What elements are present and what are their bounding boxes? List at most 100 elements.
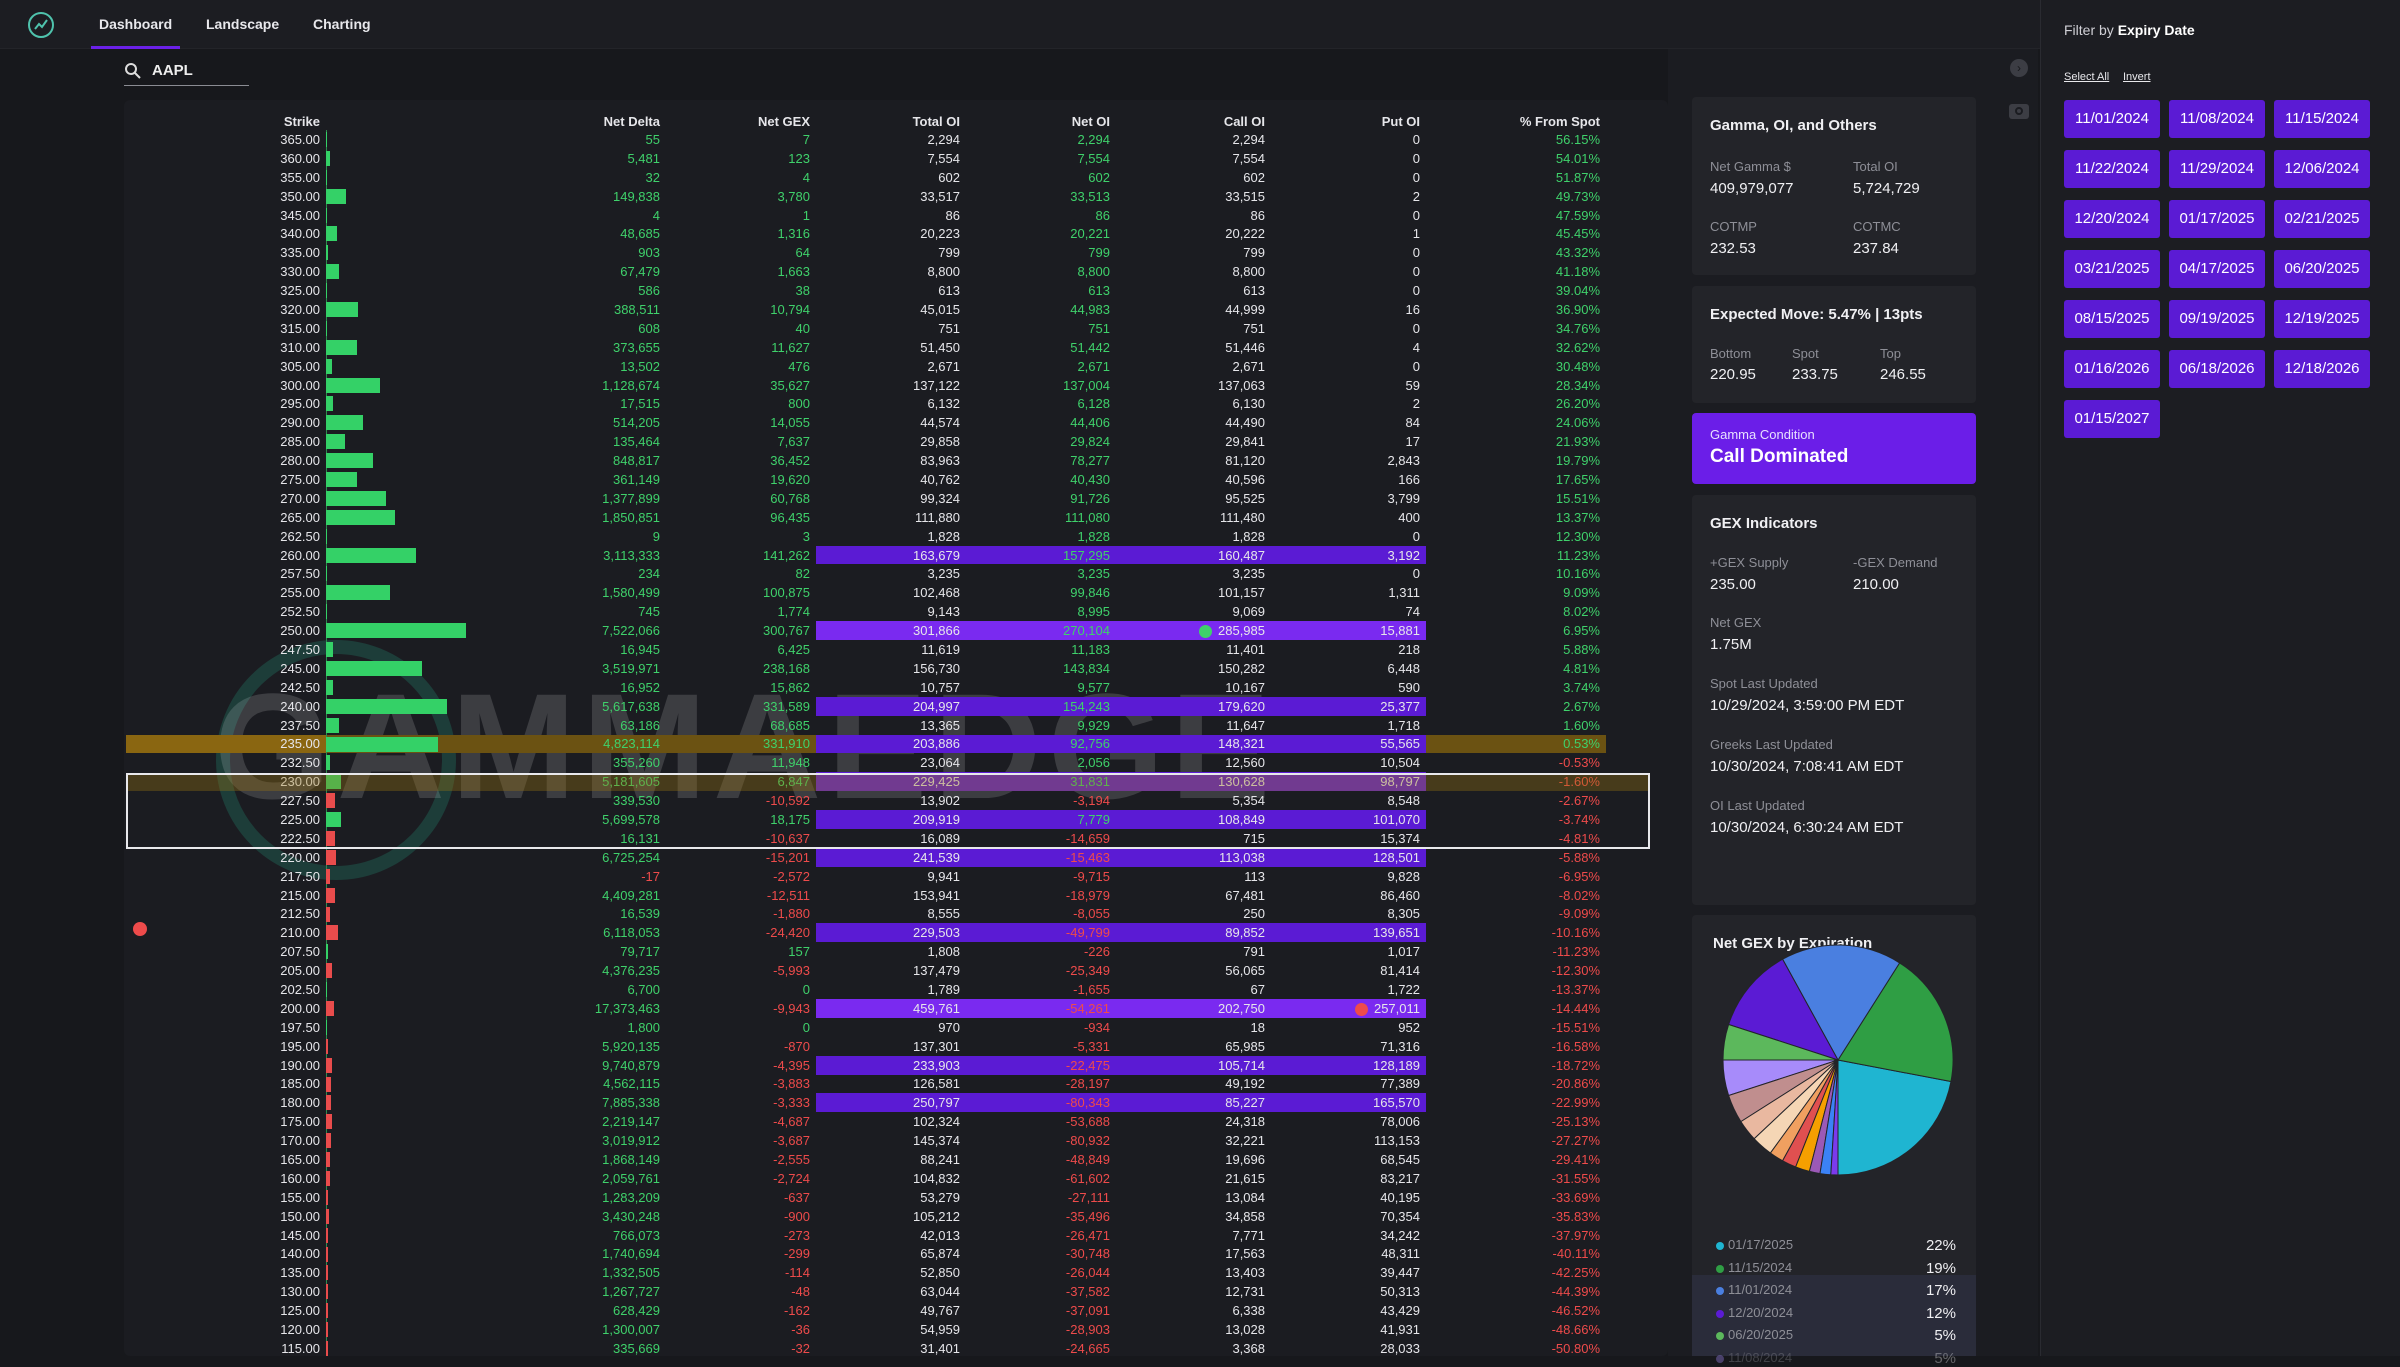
table-row[interactable]: 140.00 1,740,694 -299 65,874 -30,748 17,563 48…: [126, 1244, 1606, 1264]
col-call-oi[interactable]: Call OI: [1223, 113, 1265, 129]
col-pct-from-spot[interactable]: % From Spot: [1519, 113, 1600, 129]
ticker-search[interactable]: AAPL: [124, 58, 249, 86]
pie-slice[interactable]: [1837, 1059, 1952, 1176]
table-row[interactable]: 180.00 7,885,338 -3,333 250,797 -80,343 85,22…: [126, 1093, 1606, 1113]
table-row[interactable]: 285.00 135,464 7,637 29,858 29,824 29,841 17 21…: [126, 432, 1606, 452]
table-row[interactable]: 242.50 16,952 15,862 10,757 9,577 10,167 590 3.…: [126, 677, 1606, 697]
expiry-date-button[interactable]: 09/19/2025: [2169, 300, 2265, 338]
table-row[interactable]: 155.00 1,283,209 -637 53,279 -27,111 13,084 40…: [126, 1187, 1606, 1207]
expiry-date-button[interactable]: 11/15/2024: [2274, 100, 2370, 138]
app-logo-icon[interactable]: [28, 12, 54, 38]
select-all-link[interactable]: Select All: [2064, 71, 2110, 83]
table-row[interactable]: 232.50 355,260 11,948 23,064 2,056 12,560 10,5…: [126, 753, 1606, 773]
table-row[interactable]: 115.00 335,669 -32 31,401 -24,665 3,368 28,033…: [126, 1339, 1606, 1356]
table-row[interactable]: 257.50 234 82 3,235 3,235 3,235 0 10.16%: [126, 564, 1606, 584]
col-strike[interactable]: Strike: [283, 113, 320, 129]
col-put-oi[interactable]: Put OI: [1381, 113, 1420, 129]
table-row[interactable]: 227.50 339,530 -10,592 13,902 -3,194 5,354 8,5…: [126, 791, 1606, 810]
table-row[interactable]: 245.00 3,519,971 238,168 156,730 143,834 150,…: [126, 658, 1606, 678]
table-row[interactable]: 175.00 2,219,147 -4,687 102,324 -53,688 24,31…: [126, 1112, 1606, 1132]
table-row[interactable]: 210.00 6,118,053 -24,420 229,503 -49,799 89,8…: [126, 923, 1606, 943]
table-row[interactable]: 215.00 4,409,281 -12,511 153,941 -18,979 67,4…: [126, 885, 1606, 905]
table-row[interactable]: 260.00 3,113,333 141,262 163,679 157,295 160,…: [126, 545, 1606, 565]
table-row[interactable]: 185.00 4,562,115 -3,883 126,581 -28,197 49,19…: [126, 1074, 1606, 1094]
table-row[interactable]: 250.00 7,522,066 300,767 301,866 270,104 285,…: [126, 621, 1606, 641]
table-row[interactable]: 247.50 16,945 6,425 11,619 11,183 11,401 218 5.…: [126, 640, 1606, 659]
table-row[interactable]: 340.00 48,685 1,316 20,223 20,221 20,222 1 45.4…: [126, 224, 1606, 244]
table-row[interactable]: 230.00 5,181,605 6,847 229,425 31,831 130,628…: [126, 772, 1606, 792]
expiry-date-button[interactable]: 11/08/2024: [2169, 100, 2265, 138]
table-row[interactable]: 222.50 16,131 -10,637 16,089 -14,659 715 15,37…: [126, 828, 1606, 848]
table-row[interactable]: 320.00 388,511 10,794 45,015 44,983 44,999 16 3…: [126, 300, 1606, 319]
table-row[interactable]: 360.00 5,481 123 7,554 7,554 7,554 0 54.01%: [126, 148, 1606, 168]
table-row[interactable]: 165.00 1,868,149 -2,555 88,241 -48,849 19,696…: [126, 1150, 1606, 1169]
pie-slice[interactable]: [1830, 1059, 1839, 1176]
expiry-date-button[interactable]: 04/17/2025: [2169, 250, 2265, 288]
expiry-date-button[interactable]: 11/29/2024: [2169, 150, 2265, 188]
table-row[interactable]: 325.00 586 38 613 613 613 0 39.04%: [126, 281, 1606, 300]
table-row[interactable]: 120.00 1,300,007 -36 54,959 -28,903 13,028 41,…: [126, 1320, 1606, 1339]
col-net-gex[interactable]: Net GEX: [757, 113, 810, 129]
col-total-oi[interactable]: Total OI: [912, 113, 960, 129]
search-input[interactable]: AAPL: [152, 62, 193, 79]
table-row[interactable]: 145.00 766,073 -273 42,013 -26,471 7,771 34,24…: [126, 1225, 1606, 1245]
pie-slice[interactable]: [1727, 958, 1840, 1061]
table-row[interactable]: 280.00 848,817 36,452 83,963 78,277 81,120 2,8…: [126, 451, 1606, 470]
pie-slice[interactable]: [1781, 944, 1901, 1061]
table-row[interactable]: 290.00 514,205 14,055 44,574 44,406 44,490 84 2…: [126, 413, 1606, 433]
table-row[interactable]: 195.00 5,920,135 -870 137,301 -5,331 65,985 71…: [126, 1036, 1606, 1056]
table-row[interactable]: 315.00 608 40 751 751 751 0 34.76%: [126, 318, 1606, 338]
collapse-icon[interactable]: ›: [2010, 59, 2028, 77]
pie-slice[interactable]: [1837, 962, 1954, 1083]
table-row[interactable]: 265.00 1,850,851 96,435 111,880 111,080 111,4…: [126, 507, 1606, 527]
table-row[interactable]: 252.50 745 1,774 9,143 8,995 9,069 74 8.02%: [126, 602, 1606, 622]
table-row[interactable]: 345.00 4 1 86 86 86 0 47.59%: [126, 205, 1606, 225]
tab-dashboard[interactable]: Dashboard: [90, 0, 181, 49]
invert-link[interactable]: Invert: [2123, 71, 2151, 83]
expiry-date-button[interactable]: 01/16/2026: [2064, 350, 2160, 388]
table-row[interactable]: 212.50 16,539 -1,880 8,555 -8,055 250 8,305 -9.…: [126, 904, 1606, 924]
col-net-delta[interactable]: Net Delta: [603, 113, 660, 129]
table-row[interactable]: 207.50 79,717 157 1,808 -226 791 1,017 -11.23%: [126, 942, 1606, 962]
tab-landscape[interactable]: Landscape: [206, 16, 280, 32]
table-row[interactable]: 200.00 17,373,463 -9,943 459,761 -54,261 202,…: [126, 998, 1606, 1018]
expiry-date-button[interactable]: 01/17/2025: [2169, 200, 2265, 238]
expiry-date-button[interactable]: 06/20/2025: [2274, 250, 2370, 288]
expiry-date-button[interactable]: 11/01/2024: [2064, 100, 2160, 138]
table-row[interactable]: 295.00 17,515 800 6,132 6,128 6,130 2 26.20%: [126, 394, 1606, 414]
camera-icon[interactable]: [2009, 104, 2029, 119]
table-row[interactable]: 135.00 1,332,505 -114 52,850 -26,044 13,403 39…: [126, 1263, 1606, 1283]
table-row[interactable]: 190.00 9,740,879 -4,395 233,903 -22,475 105,7…: [126, 1055, 1606, 1075]
table-row[interactable]: 240.00 5,617,638 331,589 204,997 154,243 179,…: [126, 696, 1606, 716]
expiry-date-button[interactable]: 01/15/2027: [2064, 400, 2160, 438]
table-row[interactable]: 170.00 3,019,912 -3,687 145,374 -80,932 32,22…: [126, 1131, 1606, 1150]
table-row[interactable]: 217.50 -17 -2,572 9,941 -9,715 113 9,828 -6.95%: [126, 866, 1606, 886]
table-row[interactable]: 160.00 2,059,761 -2,724 104,832 -61,602 21,61…: [126, 1168, 1606, 1188]
col-net-oi[interactable]: Net OI: [1071, 113, 1110, 129]
table-row[interactable]: 275.00 361,149 19,620 40,762 40,430 40,596 166…: [126, 470, 1606, 489]
table-row[interactable]: 335.00 903 64 799 799 799 0 43.32%: [126, 243, 1606, 263]
table-row[interactable]: 330.00 67,479 1,663 8,800 8,800 8,800 0 41.18%: [126, 262, 1606, 282]
table-row[interactable]: 365.00 55 7 2,294 2,294 2,294 0 56.15%: [126, 130, 1606, 149]
table-row[interactable]: 150.00 3,430,248 -900 105,212 -35,496 34,858 7…: [126, 1206, 1606, 1226]
expiry-date-button[interactable]: 12/19/2025: [2274, 300, 2370, 338]
expiry-date-button[interactable]: 08/15/2025: [2064, 300, 2160, 338]
tab-charting[interactable]: Charting: [313, 16, 371, 32]
table-row[interactable]: 202.50 6,700 0 1,789 -1,655 67 1,722 -13.37%: [126, 980, 1606, 999]
table-row[interactable]: 305.00 13,502 476 2,671 2,671 2,671 0 30.48%: [126, 356, 1606, 376]
table-row[interactable]: 310.00 373,655 11,627 51,450 51,442 51,446 4 32…: [126, 337, 1606, 357]
table-row[interactable]: 255.00 1,580,499 100,875 102,468 99,846 101,1…: [126, 583, 1606, 603]
expiry-date-button[interactable]: 06/18/2026: [2169, 350, 2265, 388]
expiry-date-button[interactable]: 12/06/2024: [2274, 150, 2370, 188]
table-row[interactable]: 130.00 1,267,727 -48 63,044 -37,582 12,731 50,…: [126, 1282, 1606, 1302]
table-row[interactable]: 197.50 1,800 0 970 -934 18 952 -15.51%: [126, 1017, 1606, 1037]
table-row[interactable]: 225.00 5,699,578 18,175 209,919 7,779 108,849…: [126, 810, 1606, 829]
table-row[interactable]: 355.00 32 4 602 602 602 0 51.87%: [126, 167, 1606, 187]
expiry-date-button[interactable]: 03/21/2025: [2064, 250, 2160, 288]
expiry-date-button[interactable]: 02/21/2025: [2274, 200, 2370, 238]
table-row[interactable]: 220.00 6,725,254 -15,201 241,539 -15,463 113,…: [126, 847, 1606, 867]
table-row[interactable]: 235.00 4,823,114 331,910 203,886 92,756 148,3…: [126, 734, 1606, 754]
expiry-date-button[interactable]: 12/18/2026: [2274, 350, 2370, 388]
expiry-date-button[interactable]: 11/22/2024: [2064, 150, 2160, 188]
table-row[interactable]: 350.00 149,838 3,780 33,517 33,513 33,515 2 49.…: [126, 186, 1606, 206]
